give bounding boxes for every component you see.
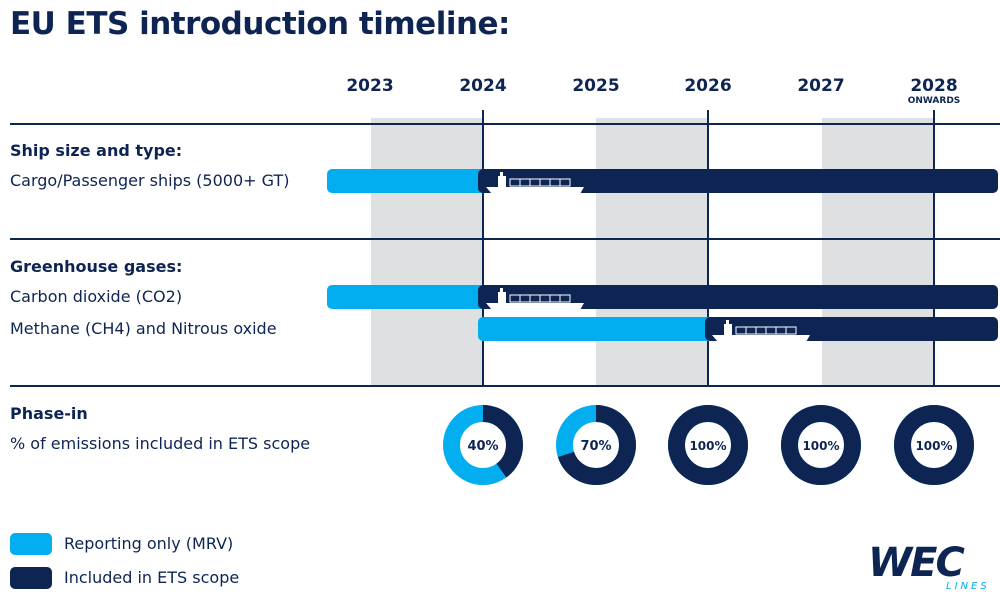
donut-label: 70% (580, 439, 611, 454)
row-label-ch4-n2o: Methane (CH4) and Nitrous oxide (10, 319, 277, 338)
year-2027: 2027 (797, 76, 845, 96)
donut-2024: 40% (443, 405, 523, 485)
year-2023: 2023 (346, 76, 394, 96)
donut-label: 100% (915, 439, 952, 453)
donut-2027: 100% (781, 405, 861, 485)
ship-icon (486, 172, 584, 194)
year-2028-onwards: ONWARDS (907, 96, 961, 106)
year-2025: 2025 (572, 76, 620, 96)
donut-label: 40% (467, 439, 498, 454)
bar-reporting-co2 (327, 285, 497, 309)
donut-ets-arc (668, 405, 748, 485)
section-phase-heading: Phase-in (10, 404, 88, 423)
year-band-2025 (596, 118, 708, 386)
section-gases-heading: Greenhouse gases: (10, 257, 183, 276)
separator-top (10, 123, 1000, 125)
year-band-2027 (822, 118, 934, 386)
donut-label: 100% (689, 439, 726, 453)
bar-reporting-cargo (327, 169, 497, 193)
separator-middle (10, 238, 1000, 240)
bar-reporting-ch4 (478, 317, 723, 341)
legend-swatch-reporting (10, 533, 52, 555)
donut-ets-arc (556, 405, 636, 485)
legend-swatch-ets (10, 567, 52, 589)
wec-lines-logo: WEC LINES (868, 540, 990, 592)
legend-label-reporting: Reporting only (MRV) (64, 534, 234, 553)
donut-ets-arc (781, 405, 861, 485)
donut-2026: 100% (668, 405, 748, 485)
donut-ets-arc (443, 405, 523, 485)
year-2028: 2028 (910, 76, 958, 96)
legend-label-ets: Included in ETS scope (64, 568, 240, 587)
row-label-co2: Carbon dioxide (CO2) (10, 287, 183, 306)
logo-subtext: LINES (946, 581, 990, 592)
ship-icon (486, 288, 584, 310)
logo-text: WEC (868, 540, 964, 586)
donut-2028: 100% (894, 405, 974, 485)
year-2024: 2024 (459, 76, 507, 96)
year-tick-2026 (707, 110, 709, 386)
year-tick-2024 (482, 110, 484, 386)
year-band-2023 (371, 118, 483, 386)
section-ship-heading: Ship size and type: (10, 141, 183, 160)
donut-ets-arc (894, 405, 974, 485)
phase-subheading: % of emissions included in ETS scope (10, 434, 311, 453)
year-2026: 2026 (684, 76, 732, 96)
donut-label: 100% (802, 439, 839, 453)
ship-icon (712, 320, 810, 342)
separator-bottom (10, 385, 1000, 387)
donut-2025: 70% (556, 405, 636, 485)
row-label-cargo-passenger: Cargo/Passenger ships (5000+ GT) (10, 171, 290, 190)
year-tick-2028 (933, 110, 935, 386)
page-title: EU ETS introduction timeline: (10, 6, 510, 42)
